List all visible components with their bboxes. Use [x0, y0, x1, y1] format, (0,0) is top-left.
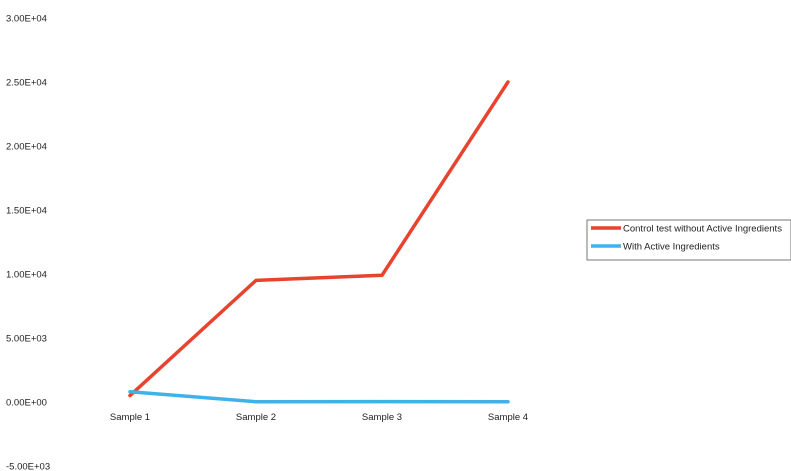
y-axis-tick-labels: -5.00E+03 0.00E+00 5.00E+03 1.00E+04 1.50E+0…	[6, 14, 50, 471]
x-tick-label: Sample 4	[488, 412, 528, 423]
y-tick-label: 5.00E+03	[6, 334, 47, 345]
series-lines	[128, 80, 510, 404]
y-tick-label: 1.50E+04	[6, 206, 47, 217]
x-tick-label: Sample 3	[362, 412, 402, 423]
x-tick-label: Sample 2	[236, 412, 276, 423]
y-tick-label: 2.50E+04	[6, 78, 47, 89]
legend-label-active: With Active Ingredients	[623, 242, 720, 253]
x-tick-label: Sample 1	[110, 412, 150, 423]
y-tick-label: 1.00E+04	[6, 270, 47, 281]
x-axis-tick-labels: Sample 1 Sample 2 Sample 3 Sample 4	[110, 412, 528, 423]
legend-label-control: Control test without Active Ingredients	[623, 224, 782, 235]
y-tick-label: 2.00E+04	[6, 142, 47, 153]
series-line-control	[128, 80, 510, 398]
y-tick-label: 3.00E+04	[6, 14, 47, 25]
y-tick-label: 0.00E+00	[6, 398, 47, 409]
y-tick-label: -5.00E+03	[6, 462, 50, 471]
legend: Control test without Active Ingredients …	[586, 219, 791, 261]
series-line-active	[128, 390, 510, 404]
